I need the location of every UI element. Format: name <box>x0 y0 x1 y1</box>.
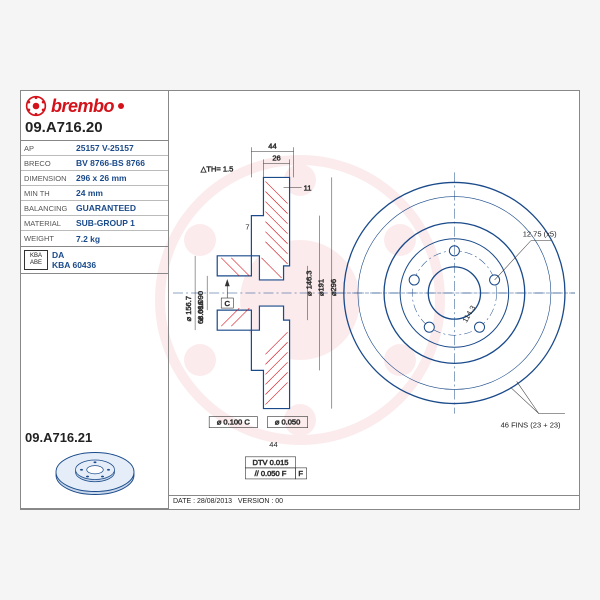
main-drawing-area: 44 26 △TH= 1.5 11 ⌀ 156.7 ⌀ 68.090 68.01… <box>169 91 579 509</box>
svg-text:26: 26 <box>272 153 280 162</box>
drawing-sheet: brembo 09.A716.20 AP25157 V-25157 BRECOB… <box>20 90 580 510</box>
svg-text:C: C <box>225 299 231 308</box>
spec-label: MIN TH <box>21 188 73 199</box>
disc-illustration <box>25 449 164 504</box>
alt-part-number: 09.A716.21 <box>25 430 164 445</box>
kba-badge: KBA ABE <box>24 250 48 270</box>
svg-text:68.016: 68.016 <box>196 301 205 324</box>
svg-text:46 FINS (23 + 23): 46 FINS (23 + 23) <box>501 421 561 430</box>
svg-text:⌀ 156.7: ⌀ 156.7 <box>184 296 193 321</box>
spec-value: 296 x 26 mm <box>73 172 168 184</box>
spec-label: BALANCING <box>21 203 73 214</box>
svg-text:⌀296: ⌀296 <box>329 279 338 296</box>
technical-drawing: 44 26 △TH= 1.5 11 ⌀ 156.7 ⌀ 68.090 68.01… <box>173 95 575 491</box>
svg-text:⌀ 0.100 C: ⌀ 0.100 C <box>217 418 251 427</box>
brand-dot-icon <box>118 103 124 109</box>
svg-text:12.75 (x5): 12.75 (x5) <box>523 230 557 239</box>
spec-value: GUARANTEED <box>73 202 168 214</box>
logo-box: brembo 09.A716.20 <box>21 91 168 141</box>
svg-text:F: F <box>298 469 303 478</box>
svg-text:7: 7 <box>245 223 249 232</box>
footer-version-label: VERSION : <box>238 498 273 505</box>
svg-text:DTV 0.015: DTV 0.015 <box>253 458 289 467</box>
spec-table: AP25157 V-25157 BRECOBV 8766-BS 8766 DIM… <box>21 141 168 247</box>
svg-text:⌀191: ⌀191 <box>317 279 326 296</box>
brand-name: brembo <box>51 96 114 117</box>
spec-value: 25157 V-25157 <box>73 142 168 154</box>
footer-version: 00 <box>275 498 283 505</box>
spec-value: SUB-GROUP 1 <box>73 217 168 229</box>
kba-box: KBA ABE DA KBA 60436 <box>21 247 168 274</box>
svg-text:44: 44 <box>269 440 277 449</box>
spec-value: 24 mm <box>73 187 168 199</box>
svg-text:44: 44 <box>268 141 276 150</box>
spec-label: AP <box>21 143 73 154</box>
spec-value: 7.2 kg <box>73 233 168 245</box>
kba-badge-top: KBA <box>25 253 47 260</box>
spec-label: MATERIAL <box>21 218 73 229</box>
spec-value: BV 8766-BS 8766 <box>73 157 168 169</box>
info-column: brembo 09.A716.20 AP25157 V-25157 BRECOB… <box>21 91 169 509</box>
kba-number: KBA 60436 <box>52 260 96 270</box>
footer-date: 28/08/2013 <box>197 498 232 505</box>
spec-label: BRECO <box>21 158 73 169</box>
svg-text:△TH= 1.5: △TH= 1.5 <box>201 164 234 173</box>
svg-text:114.3: 114.3 <box>460 304 477 324</box>
spec-label: DIMENSION <box>21 173 73 184</box>
part-number: 09.A716.20 <box>25 119 164 136</box>
brand-logo-icon <box>25 95 47 117</box>
footer-date-label: DATE : <box>173 498 195 505</box>
svg-text:⌀ 146.3: ⌀ 146.3 <box>305 271 314 296</box>
alt-part-box: 09.A716.21 <box>21 426 168 509</box>
kba-type: DA <box>52 250 96 260</box>
svg-text:// 0.050 F: // 0.050 F <box>255 469 287 478</box>
svg-text:⌀ 0.050: ⌀ 0.050 <box>275 418 300 427</box>
footer: DATE : 28/08/2013 VERSION : 00 <box>169 495 579 509</box>
kba-badge-bot: ABE <box>25 260 47 267</box>
spec-label: WEIGHT <box>21 233 73 244</box>
svg-text:11: 11 <box>304 183 312 192</box>
